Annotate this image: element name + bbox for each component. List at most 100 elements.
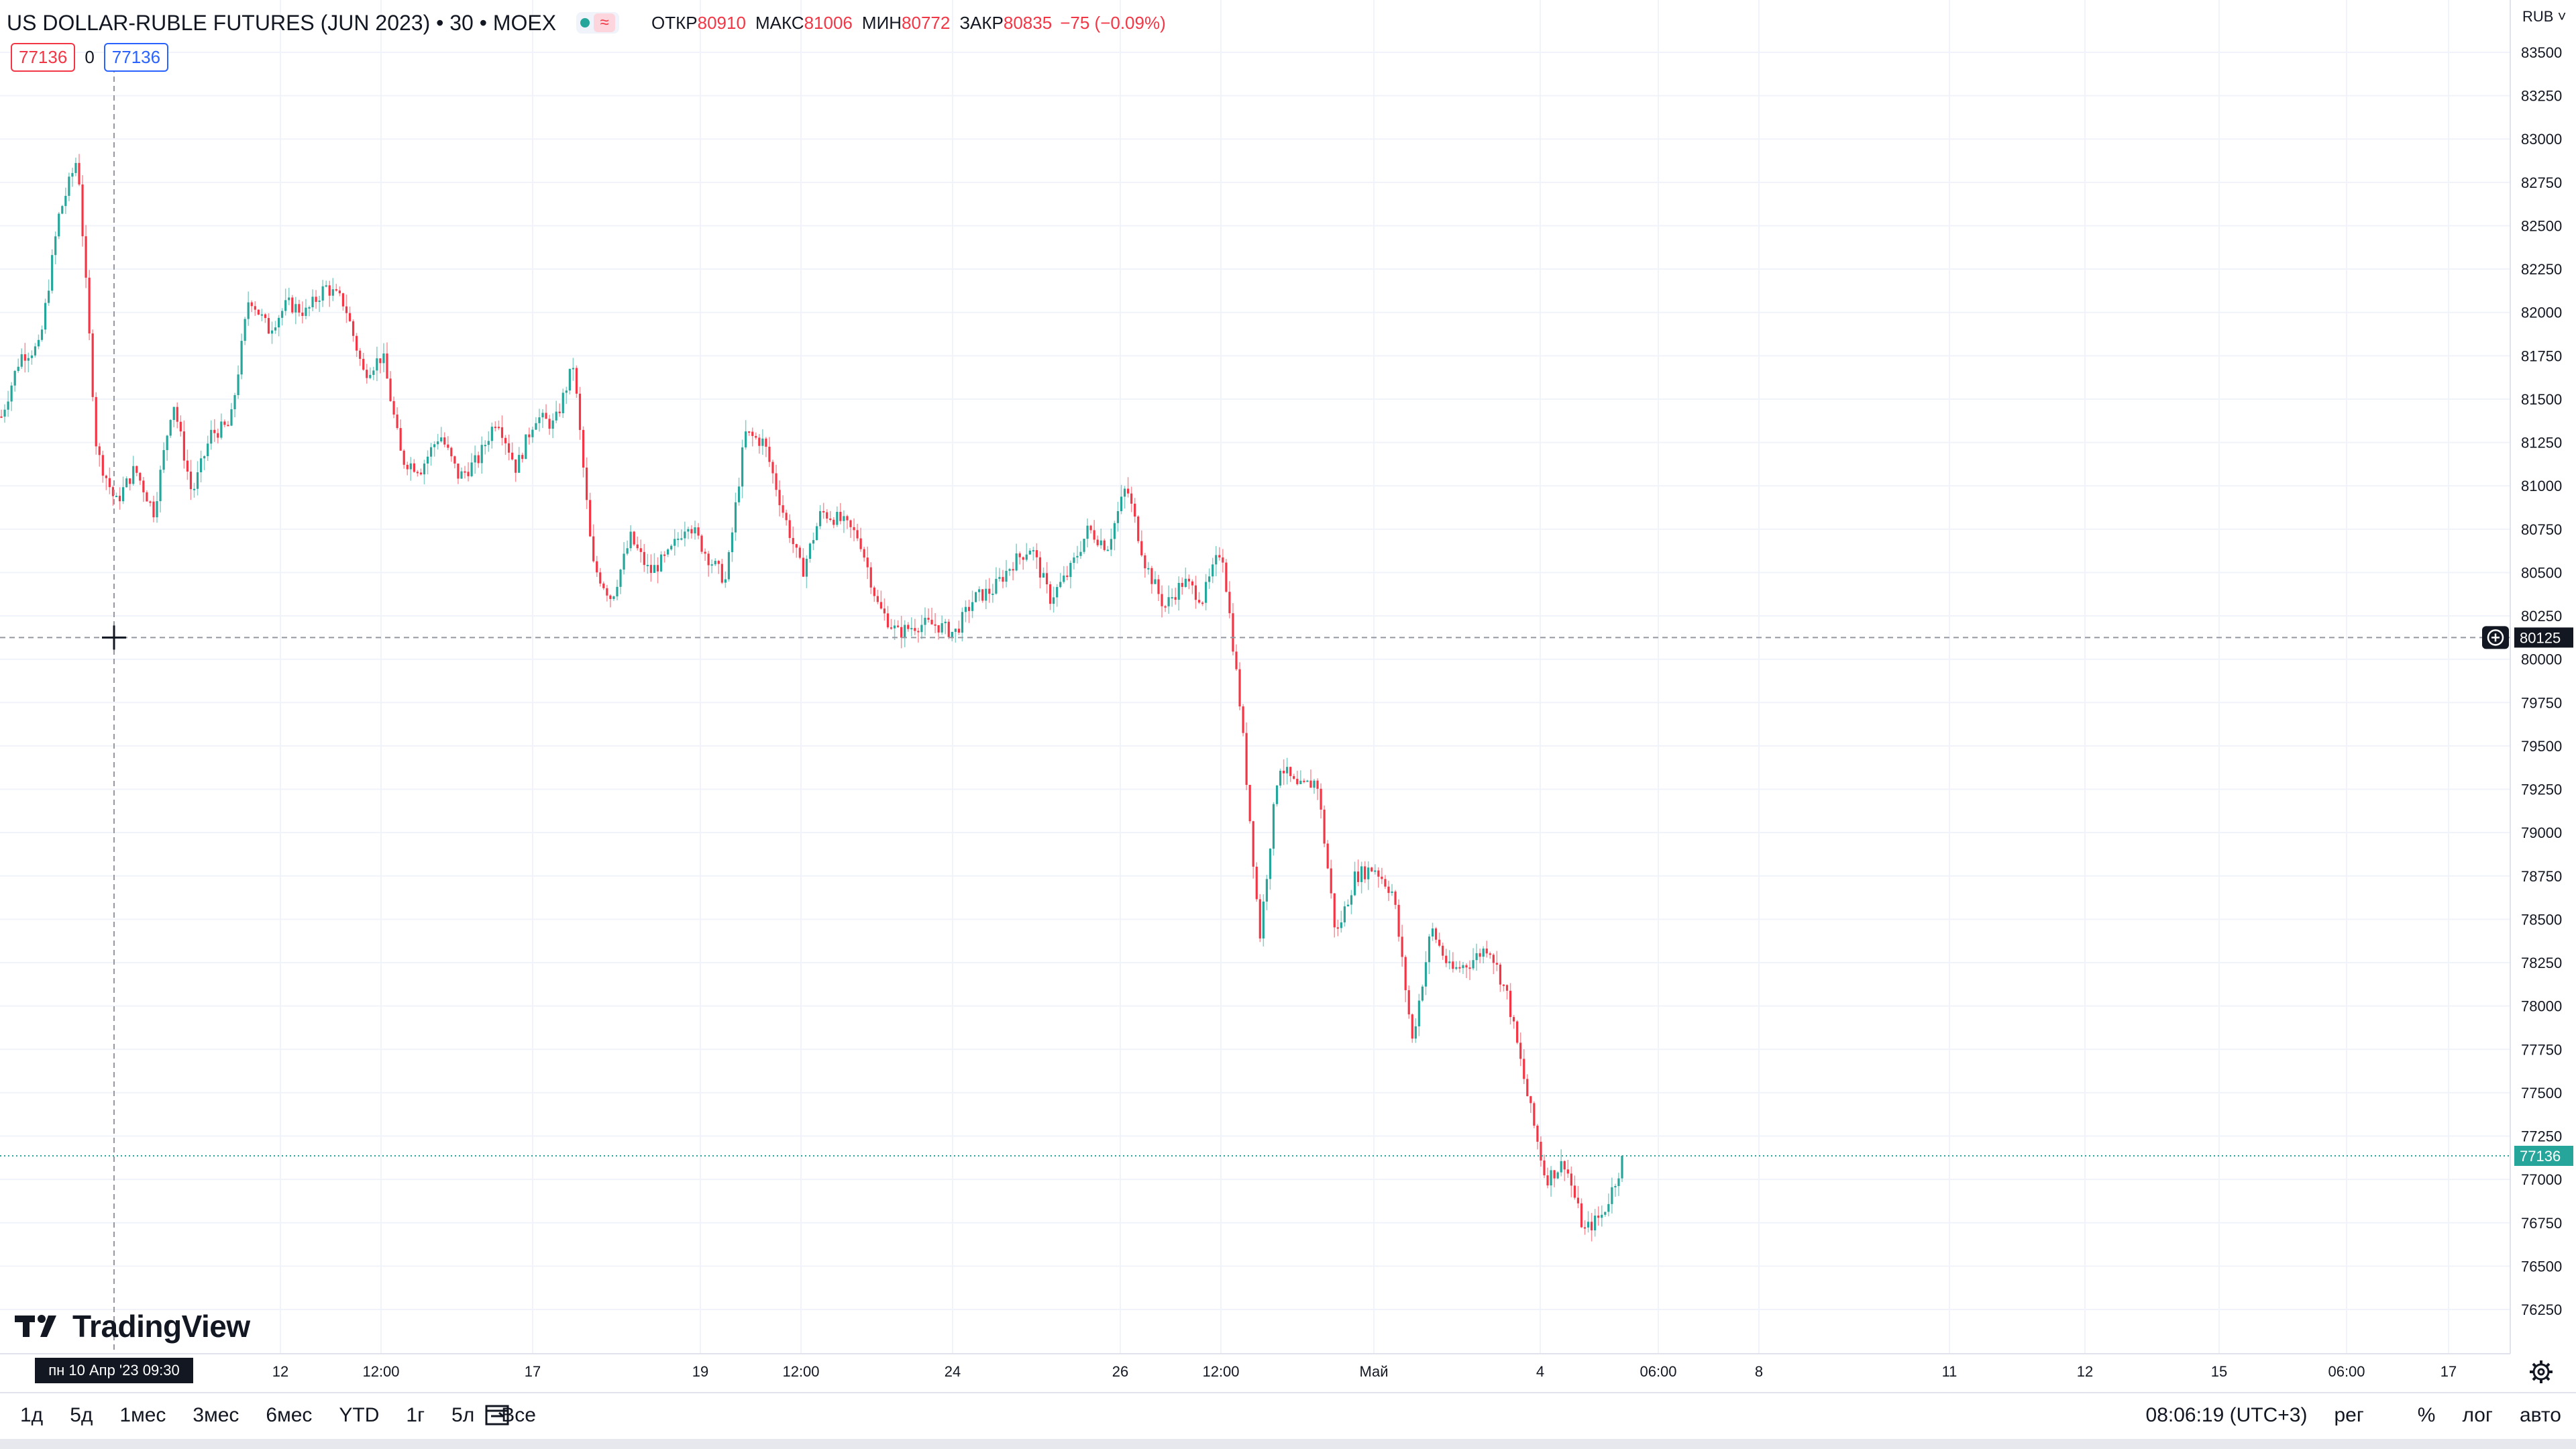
candle-body — [315, 297, 317, 303]
candle-body — [162, 449, 165, 470]
candle-body — [1201, 602, 1204, 604]
time-axis[interactable]: 12 12:00 17 19 12:00 24 26 12:00 Май 4 06:00 8 11 12 1… — [0, 1353, 2510, 1383]
candle-body — [981, 589, 984, 601]
candle-body — [788, 520, 791, 538]
clock-time[interactable]: 08:06:19 (UTC+3) — [2145, 1404, 2308, 1426]
candle-body — [920, 625, 923, 633]
y-tick-label: 76250 — [2521, 1301, 2562, 1318]
percent-toggle[interactable]: % — [2417, 1404, 2436, 1426]
log-toggle[interactable]: лог — [2462, 1404, 2493, 1426]
candle-body — [443, 437, 446, 445]
candle-body — [244, 319, 246, 341]
candle-body — [40, 329, 44, 340]
candle-body — [1150, 568, 1153, 584]
candle-body — [1583, 1227, 1587, 1229]
range-6m[interactable]: 6мес — [266, 1404, 313, 1426]
candle-body — [585, 467, 588, 500]
candle-body — [108, 478, 111, 488]
candle-body — [210, 429, 213, 444]
candle-body — [1032, 550, 1034, 552]
candle-body — [741, 447, 744, 487]
candle-body — [589, 500, 592, 537]
range-5y[interactable]: 5л — [451, 1404, 475, 1426]
auto-toggle[interactable]: авто — [2519, 1404, 2561, 1426]
crosshair-time-tag — [35, 1358, 193, 1383]
range-3m[interactable]: 3мес — [193, 1404, 239, 1426]
candle-body — [54, 236, 57, 256]
currency-selector[interactable]: RUB ˅ — [2522, 8, 2566, 25]
range-1y[interactable]: 1г — [406, 1404, 425, 1426]
candle-body — [606, 588, 608, 596]
candle-body — [277, 317, 280, 328]
symbol-title[interactable]: US DOLLAR-RUBLE FUTURES (JUN 2023) • 30 … — [7, 10, 557, 35]
candle-body — [839, 512, 842, 521]
candle-body — [166, 435, 168, 450]
candle-body — [619, 570, 622, 587]
candle-body — [386, 353, 388, 379]
candle-body — [504, 437, 507, 443]
y-tick-label: 78000 — [2521, 998, 2562, 1015]
candle-body — [592, 536, 595, 561]
candle-body — [281, 311, 284, 318]
price-axis[interactable]: 76250 76500 76750 77000 77250 77500 77750 78000… — [2510, 0, 2576, 1354]
x-tick-label: 17 — [2440, 1363, 2457, 1380]
candle-body — [64, 195, 67, 207]
gear-icon[interactable] — [2528, 1358, 2555, 1385]
y-tick-label: 83250 — [2521, 88, 2562, 105]
candle-body — [396, 414, 398, 429]
candle-body — [260, 314, 263, 316]
range-1m[interactable]: 1мес — [119, 1404, 166, 1426]
candle-body — [1489, 953, 1491, 955]
candle-body — [1208, 576, 1211, 582]
candle-body — [937, 625, 940, 633]
candle-body — [1066, 575, 1069, 578]
y-tick-label: 83000 — [2521, 131, 2562, 148]
x-tick-label: 12 — [2077, 1363, 2093, 1380]
candle-body — [629, 531, 632, 549]
candle-body — [663, 554, 666, 556]
close-label: ЗАКР — [959, 12, 1004, 33]
candle-body — [1099, 540, 1102, 545]
candle-body — [609, 595, 612, 599]
candle-body — [457, 464, 460, 479]
status-indicators[interactable]: ≈ — [576, 12, 620, 34]
y-tick-label: 79250 — [2521, 782, 2562, 798]
range-5d[interactable]: 5д — [70, 1404, 93, 1426]
candle-body — [1563, 1161, 1566, 1170]
y-tick-label: 80750 — [2521, 521, 2562, 538]
candle-body — [366, 370, 368, 378]
candle-body — [480, 445, 483, 464]
candle-body — [1089, 525, 1092, 531]
candle-body — [230, 409, 233, 426]
range-ytd[interactable]: YTD — [339, 1404, 380, 1426]
candle-body — [1110, 539, 1112, 550]
y-tick-label: 82250 — [2521, 261, 2562, 278]
candle-body — [1550, 1170, 1552, 1186]
ohlc-values: ОТКР 80910 МАКС 81006 МИН 80772 ЗАКР 80835 −… — [642, 13, 1166, 34]
candle-body — [1448, 961, 1451, 963]
calendar-icon[interactable] — [484, 1403, 510, 1427]
candle-body — [179, 421, 182, 432]
candle-body — [257, 309, 260, 315]
candle-body — [568, 368, 571, 391]
input-left-box[interactable]: 77136 — [11, 43, 76, 72]
x-tick-label: 15 — [2211, 1363, 2227, 1380]
input-right-box[interactable]: 77136 — [103, 43, 169, 72]
candle-body — [1134, 503, 1136, 517]
candle-body — [988, 588, 991, 594]
candle-body — [869, 567, 872, 588]
candle-body — [121, 487, 125, 502]
x-tick-label: 17 — [525, 1363, 541, 1380]
status-tools: 08:06:19 (UTC+3) рег % лог авто — [2146, 1404, 2561, 1427]
range-1d[interactable]: 1д — [20, 1404, 44, 1426]
session-toggle[interactable]: рег — [2334, 1404, 2364, 1426]
tradingview-logo[interactable]: TradingView — [15, 1308, 250, 1344]
candle-body — [1523, 1059, 1525, 1079]
candle-body — [1462, 965, 1464, 969]
x-tick-label: 26 — [1112, 1363, 1128, 1380]
candle-body — [284, 300, 287, 311]
candle-body — [602, 583, 605, 588]
candle-body — [551, 420, 554, 429]
candle-body — [934, 624, 936, 626]
